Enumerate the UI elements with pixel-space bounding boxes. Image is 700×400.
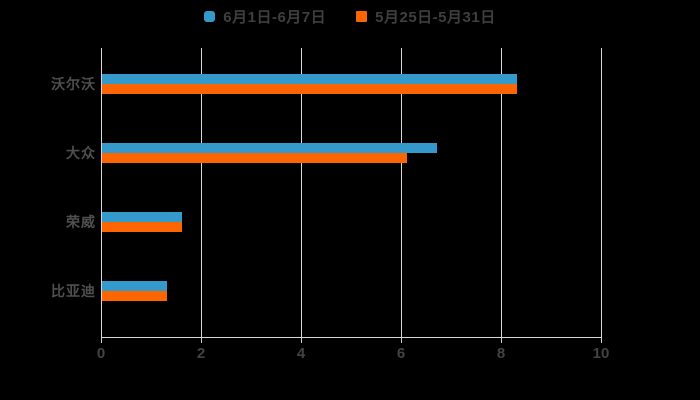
x-axis-tick [401,337,402,343]
x-axis-tick [601,337,602,343]
x-tick-label: 0 [96,345,106,362]
legend-swatch-icon [356,10,368,22]
x-axis-tick [301,337,302,343]
x-tick-label: 4 [296,345,306,362]
legend-item-week-may25-may31[interactable]: 5月25日-5月31日 [356,6,496,27]
y-category-label: 大众 [66,145,96,161]
x-axis-tick [201,337,202,343]
gridline [101,48,102,337]
x-axis-tick [101,337,102,343]
x-axis-tick [501,337,502,343]
x-tick-label: 6 [396,345,406,362]
gridline [601,48,602,337]
bar-s1-c3 [102,291,167,301]
legend: 6月1日-6月7日 5月25日-5月31日 [0,5,700,27]
gridline [301,48,302,337]
bar-s1-c2 [102,222,182,232]
y-category-label: 比亚迪 [51,283,96,299]
bar-s0-c3 [102,281,167,291]
gridline [401,48,402,337]
bar-s1-c1 [102,153,407,163]
bar-s0-c1 [102,143,437,153]
gridline [501,48,502,337]
x-tick-label: 8 [496,345,506,362]
gridline [201,48,202,337]
bar-s1-c0 [102,84,517,94]
bar-s0-c2 [102,212,182,222]
legend-item-week-jun1-jun7[interactable]: 6月1日-6月7日 [204,6,326,27]
legend-item-label: 5月25日-5月31日 [375,8,496,26]
x-tick-label: 2 [196,345,206,362]
legend-item-label: 6月1日-6月7日 [223,8,327,26]
x-axis-line [101,337,602,338]
y-category-label: 沃尔沃 [51,76,96,92]
x-tick-label: 10 [592,345,610,362]
legend-swatch-icon [204,10,216,22]
y-category-label: 荣威 [66,214,96,230]
bar-s0-c0 [102,74,517,84]
